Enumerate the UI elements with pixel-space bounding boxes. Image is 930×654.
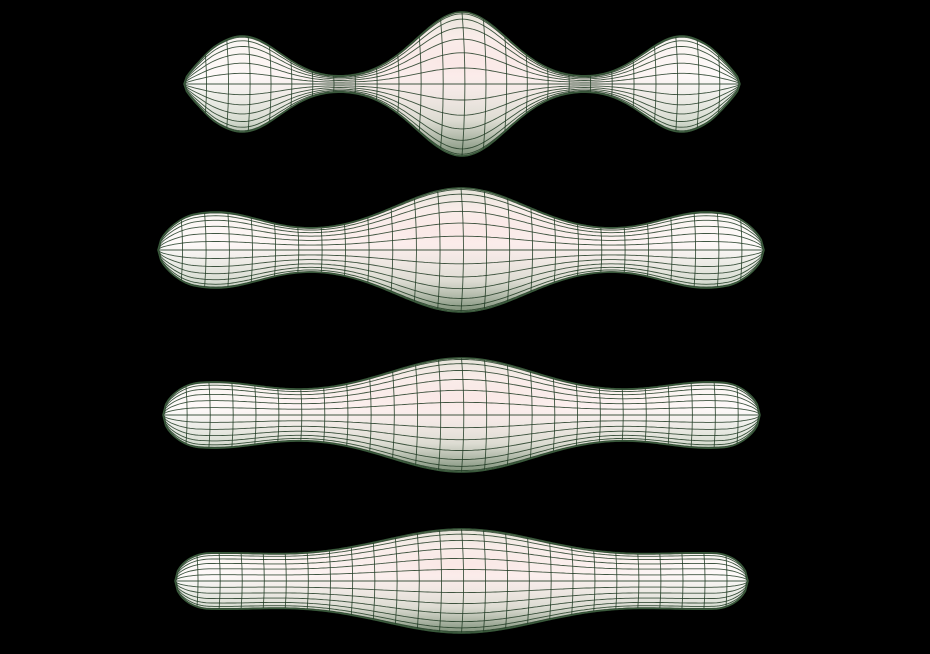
surface-4 <box>174 528 749 634</box>
mesh-lines <box>175 529 748 633</box>
mesh-lines <box>163 358 760 472</box>
surface-3 <box>162 357 761 473</box>
mesh-lines <box>158 188 764 312</box>
surface-outline <box>162 357 761 473</box>
surface-1 <box>183 11 741 157</box>
surface-2 <box>157 187 765 313</box>
surface-outline <box>174 528 749 634</box>
surface-outline <box>157 187 765 313</box>
mesh-lines <box>184 12 740 156</box>
surface-outline <box>183 11 741 157</box>
